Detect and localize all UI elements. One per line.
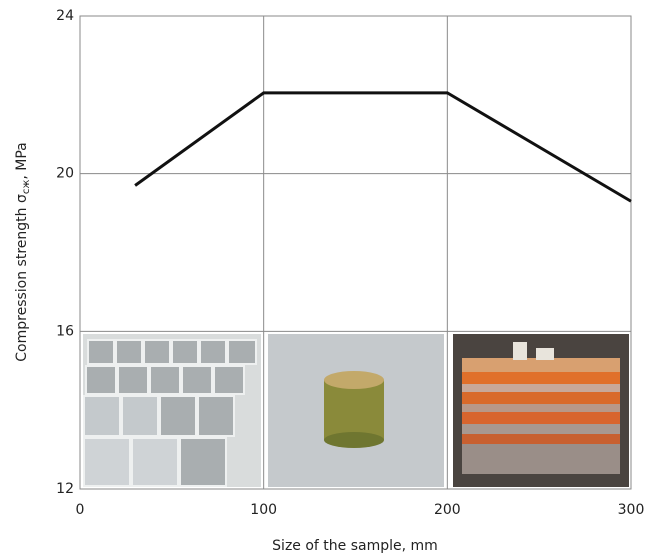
y-tick-label: 12 [56, 481, 74, 497]
y-label-subscript: сж [21, 180, 32, 195]
blocks [83, 339, 257, 487]
y-tick-label: 20 [56, 166, 74, 182]
y-label-main: Compression strength σ [14, 194, 30, 362]
x-tick-label: 300 [618, 502, 645, 518]
y-tick-label: 24 [56, 8, 74, 24]
y-tick-label: 16 [56, 323, 74, 339]
x-tick-label: 200 [434, 502, 461, 518]
layers [462, 342, 620, 474]
cylinder-top [324, 371, 384, 389]
y-axis-label: Compression strength σсж, MPa [14, 142, 32, 361]
data-line [134, 91, 632, 203]
x-axis-label: Size of the sample, mm [272, 538, 438, 554]
photos [83, 334, 629, 487]
cylinder-bottom [324, 432, 384, 448]
cylinder-body [324, 380, 384, 440]
y-label-suffix: , MPa [14, 142, 30, 179]
x-tick-label: 0 [76, 502, 85, 518]
x-tick-label: 100 [250, 502, 277, 518]
